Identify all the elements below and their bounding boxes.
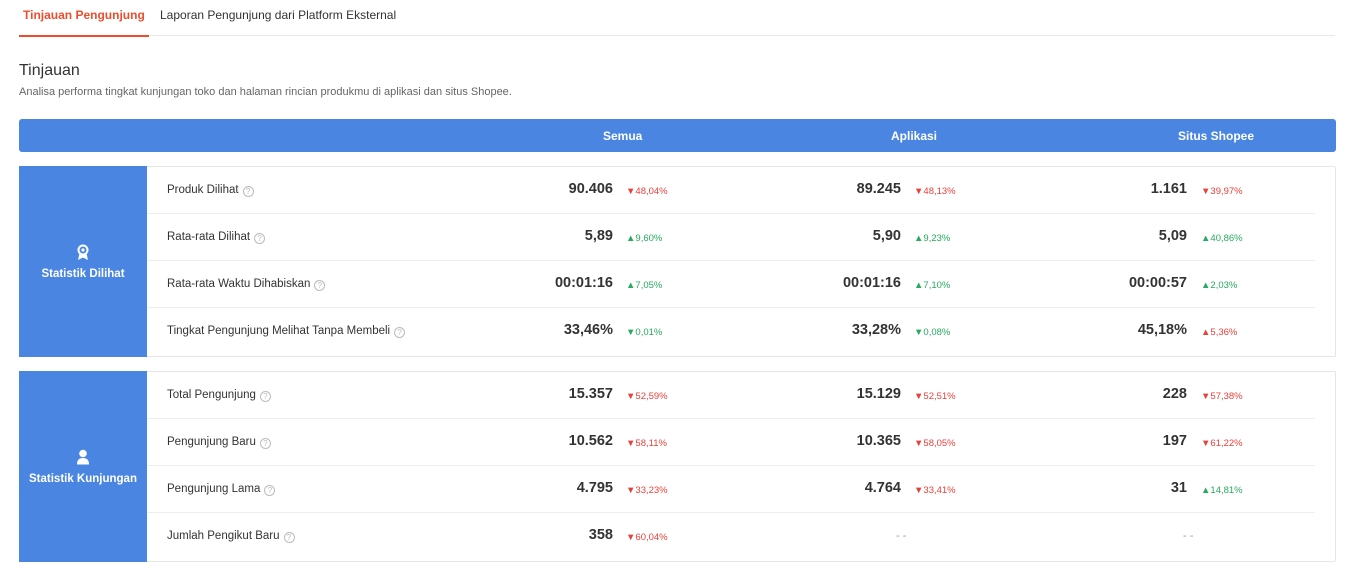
value-semua: 90.406 <box>568 181 613 197</box>
change-situs-shopee: ▲40,86% <box>1201 233 1243 244</box>
tab-tinjauan-pengunjung[interactable]: Tinjauan Pengunjung <box>19 8 149 37</box>
value-aplikasi: 15.129 <box>856 386 901 402</box>
help-icon[interactable]: ? <box>242 186 254 197</box>
table-row: Pengunjung Baru? 10.562 ▼58,11% 10.365 ▼… <box>147 419 1315 466</box>
user-icon <box>19 449 147 467</box>
section-label: Statistik Kunjungan <box>29 473 137 485</box>
change-situs-shopee: ▼61,22% <box>1201 438 1243 449</box>
change-aplikasi: ▲9,23% <box>914 233 951 244</box>
value-situs-shopee: 1.161 <box>1150 181 1187 197</box>
value-semua: 00:01:16 <box>554 275 613 291</box>
change-situs-shopee: ▼39,97% <box>1201 186 1243 197</box>
change-semua: ▼52,59% <box>626 391 668 402</box>
value-situs-shopee: 228 <box>1162 386 1187 402</box>
table-row: Rata-rata Dilihat? 5,89 ▲9,60% 5,90 ▲9,2… <box>147 214 1315 261</box>
metric-label: Jumlah Pengikut Baru? <box>167 530 295 543</box>
metric-label: Rata-rata Dilihat? <box>167 231 266 244</box>
change-semua: ▼0,01% <box>626 327 663 338</box>
table-row: Jumlah Pengikut Baru? 358 ▼60,04% - - - … <box>147 513 1315 560</box>
change-aplikasi: ▼52,51% <box>914 391 956 402</box>
value-situs-shopee: 45,18% <box>1137 322 1187 338</box>
value-aplikasi: 89.245 <box>856 181 901 197</box>
value-aplikasi: 10.365 <box>856 433 901 449</box>
section-statistik-dilihat: Statistik Dilihat Produk Dilihat? 90.406… <box>19 166 1336 357</box>
help-icon[interactable]: ? <box>259 391 271 402</box>
table-row: Pengunjung Lama? 4.795 ▼33,23% 4.764 ▼33… <box>147 466 1315 513</box>
change-situs-shopee: ▲2,03% <box>1201 280 1238 291</box>
help-icon[interactable]: ? <box>283 532 295 543</box>
help-icon[interactable]: ? <box>314 280 326 291</box>
tab-bar: Tinjauan Pengunjung Laporan Pengunjung d… <box>19 0 1335 37</box>
value-situs-shopee: 197 <box>1162 433 1187 449</box>
change-aplikasi: ▼0,08% <box>914 327 951 338</box>
metric-label: Total Pengunjung? <box>167 389 271 402</box>
value-situs-shopee: 5,09 <box>1158 228 1187 244</box>
table-row: Rata-rata Waktu Dihabiskan? 00:01:16 ▲7,… <box>147 261 1315 308</box>
change-aplikasi: ▲7,10% <box>914 280 951 291</box>
change-situs-shopee: ▲14,81% <box>1201 485 1243 496</box>
change-semua: ▼58,11% <box>626 438 667 449</box>
help-icon[interactable]: ? <box>394 327 406 338</box>
value-situs-shopee-empty: - - <box>1183 530 1194 542</box>
value-semua: 5,89 <box>584 228 613 244</box>
column-header-semua: Semua <box>603 129 643 143</box>
metric-label: Produk Dilihat? <box>167 184 254 197</box>
value-semua: 358 <box>588 527 613 543</box>
change-aplikasi: ▼58,05% <box>914 438 956 449</box>
table-row: Produk Dilihat? 90.406 ▼48,04% 89.245 ▼4… <box>147 167 1315 214</box>
value-aplikasi: 00:01:16 <box>842 275 901 291</box>
value-situs-shopee: 31 <box>1170 480 1187 496</box>
column-header-aplikasi: Aplikasi <box>891 129 938 143</box>
section-side-panel: Statistik Kunjungan <box>19 371 147 562</box>
table-row: Total Pengunjung? 15.357 ▼52,59% 15.129 … <box>147 372 1315 419</box>
column-header-bar: Semua Aplikasi Situs Shopee <box>19 119 1336 152</box>
change-semua: ▼33,23% <box>626 485 668 496</box>
metric-label: Rata-rata Waktu Dihabiskan? <box>167 278 326 291</box>
help-icon[interactable]: ? <box>259 438 271 449</box>
page-title: Tinjauan <box>19 62 80 79</box>
change-semua: ▲7,05% <box>626 280 663 291</box>
value-aplikasi: 4.764 <box>864 480 901 496</box>
help-icon[interactable]: ? <box>264 485 276 496</box>
value-semua: 10.562 <box>568 433 613 449</box>
section-label: Statistik Dilihat <box>41 268 125 280</box>
change-semua: ▲9,60% <box>626 233 663 244</box>
change-semua: ▼60,04% <box>626 532 668 543</box>
help-icon[interactable]: ? <box>254 233 266 244</box>
value-aplikasi: 33,28% <box>851 322 901 338</box>
value-aplikasi: 5,90 <box>872 228 901 244</box>
value-aplikasi-empty: - - <box>896 530 907 542</box>
table-row: Tingkat Pengunjung Melihat Tanpa Membeli… <box>147 308 1315 355</box>
change-situs-shopee: ▼57,38% <box>1201 391 1243 402</box>
change-semua: ▼48,04% <box>626 186 668 197</box>
column-header-situs-shopee: Situs Shopee <box>1178 129 1255 143</box>
value-semua: 4.795 <box>576 480 613 496</box>
value-situs-shopee: 00:00:57 <box>1128 275 1187 291</box>
change-situs-shopee: ▲5,36% <box>1201 327 1238 338</box>
badge-icon <box>19 244 147 262</box>
section-statistik-kunjungan: Statistik Kunjungan Total Pengunjung? 15… <box>19 371 1336 562</box>
tab-laporan-pengunjung-eksternal[interactable]: Laporan Pengunjung dari Platform Ekstern… <box>160 8 397 22</box>
change-aplikasi: ▼33,41% <box>914 485 956 496</box>
page-subtitle: Analisa performa tingkat kunjungan toko … <box>19 86 512 98</box>
change-aplikasi: ▼48,13% <box>914 186 956 197</box>
section-side-panel: Statistik Dilihat <box>19 166 147 357</box>
value-semua: 33,46% <box>563 322 613 338</box>
value-semua: 15.357 <box>568 386 613 402</box>
metric-label: Pengunjung Baru? <box>167 436 271 449</box>
metric-label: Pengunjung Lama? <box>167 483 276 496</box>
metric-label: Tingkat Pengunjung Melihat Tanpa Membeli… <box>167 325 406 338</box>
